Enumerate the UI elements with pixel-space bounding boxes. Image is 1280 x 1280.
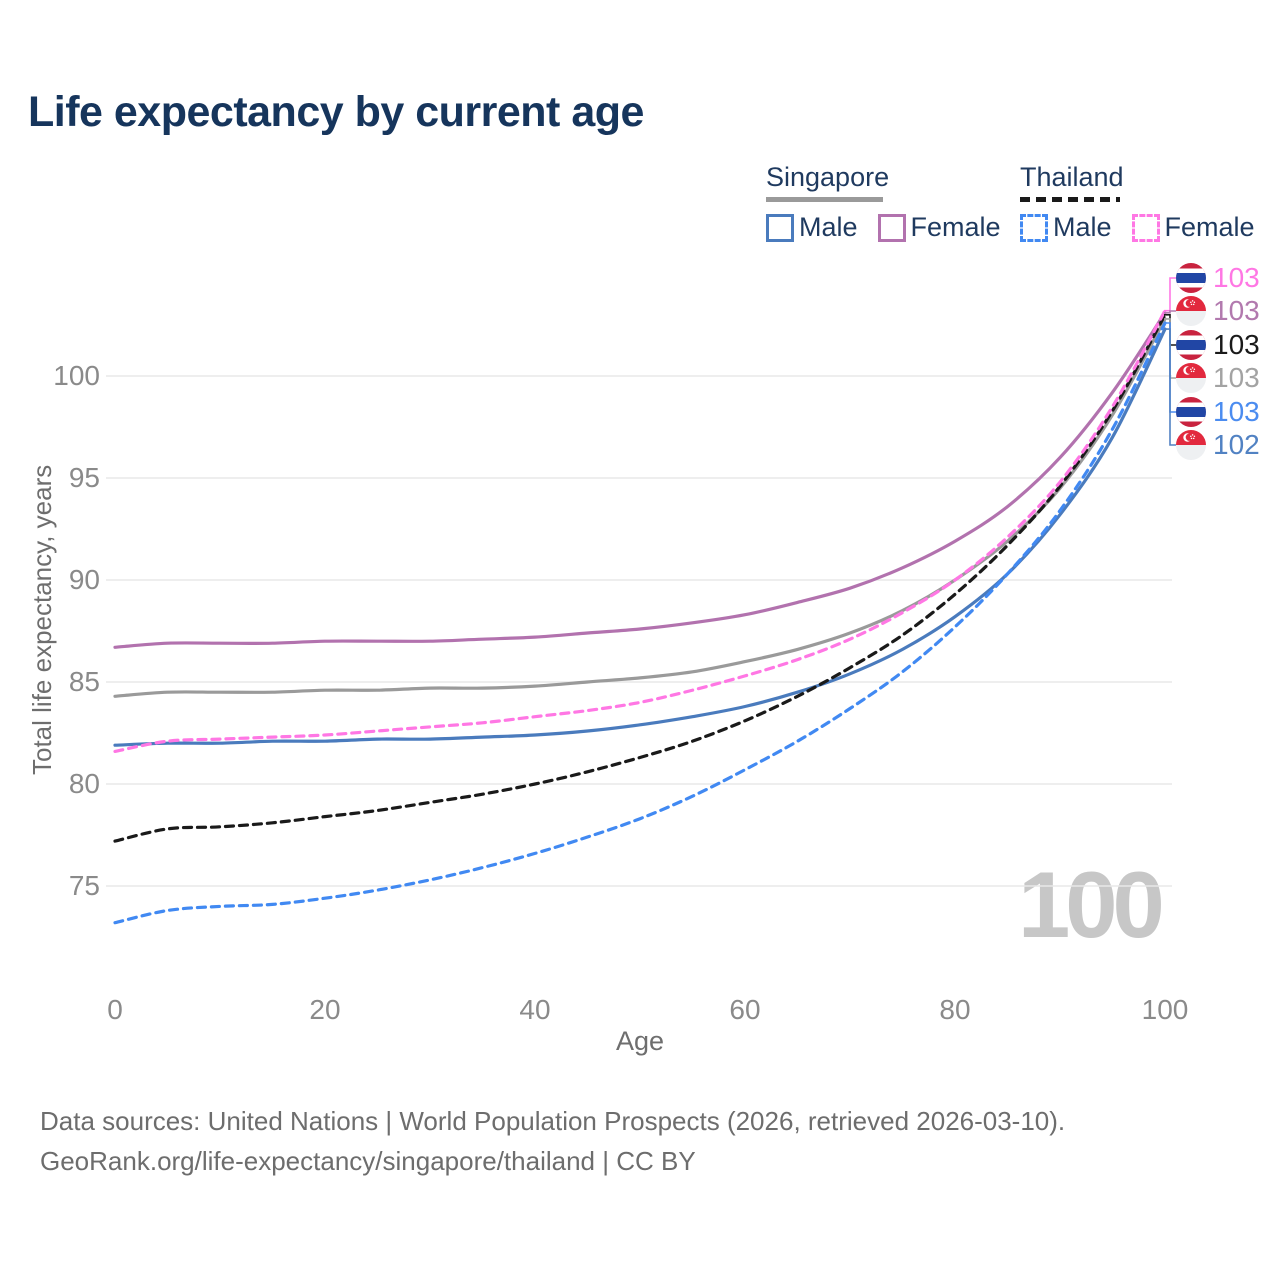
singapore-male-swatch [766,213,794,242]
legend-country-singapore[interactable]: Singapore [766,162,1001,202]
legend-item-thailand-female[interactable]: Female [1131,212,1255,243]
series-lines [113,309,1167,925]
label-connectors [1164,277,1176,446]
line-thailand-male[interactable] [113,321,1167,925]
legend-label-thailand-male: Male [1053,212,1112,242]
legend-label-thailand-female: Female [1164,212,1255,242]
y-tick-100: 100 [53,360,100,391]
age-watermark: 100 [1018,852,1165,957]
x-tick-40: 40 [519,994,551,1025]
y-tick-95: 95 [68,462,100,493]
legend-label-singapore-female: Female [910,212,1001,242]
legend-item-singapore-male[interactable]: Male [766,212,858,243]
legend-country-thailand-label: Thailand [1020,162,1124,192]
end-label-thailand-female: 103 [1176,263,1260,293]
line-singapore-male[interactable] [113,327,1167,747]
x-tick-80: 80 [939,994,971,1025]
thailand-flag-icon [1176,263,1206,293]
legend-country-singapore-label: Singapore [766,162,890,192]
y-tick-75: 75 [68,870,100,901]
line-thailand-both-sexes[interactable] [113,313,1167,843]
end-label-singapore-male: 102 [1176,430,1260,460]
end-label-thailand-both-sexes: 103 [1176,330,1260,360]
x-tick-20: 20 [309,994,341,1025]
attribution-line: GeoRank.org/life-expectancy/singapore/th… [40,1146,696,1176]
end-value: 102 [1213,429,1260,460]
y-tick-90: 90 [68,564,100,595]
line-singapore-both-sexes[interactable] [113,317,1167,698]
line-thailand-female[interactable] [113,309,1167,753]
singapore-solid-line-swatch [766,197,883,202]
singapore-flag-icon [1176,430,1206,460]
legend-item-thailand-male[interactable]: Male [1020,212,1112,243]
end-value: 103 [1213,329,1260,360]
legend-row-singapore: Male Female [766,212,1001,243]
legend-country-thailand[interactable]: Thailand [1020,162,1255,202]
singapore-flag-icon [1176,296,1206,326]
thailand-dashed-line-swatch [1020,197,1120,202]
end-value: 103 [1213,362,1260,393]
y-tick-85: 85 [68,666,100,697]
x-tick-60: 60 [729,994,761,1025]
x-axis-title: Age [615,1026,665,1056]
x-tick-100: 100 [1141,994,1189,1025]
x-tick-0: 0 [107,994,123,1025]
y-tick-80: 80 [68,768,100,799]
gridlines [106,375,1172,887]
legend-group-thailand: Thailand Male Female [1020,162,1255,243]
legend-label-singapore-male: Male [799,212,858,242]
legend-row-thailand: Male Female [1020,212,1255,243]
end-label-singapore-both-sexes: 103 [1176,363,1260,393]
thailand-flag-icon [1176,330,1206,360]
thailand-female-swatch [1131,213,1160,242]
end-value: 103 [1213,396,1260,427]
end-value: 103 [1213,262,1260,293]
page-title: Life expectancy by current age [28,88,644,136]
end-value: 103 [1213,295,1260,326]
line-singapore-female[interactable] [113,311,1167,649]
end-label-thailand-male: 103 [1176,397,1260,427]
singapore-female-swatch [877,213,906,242]
legend-item-singapore-female[interactable]: Female [877,212,1001,243]
singapore-flag-icon [1176,363,1206,393]
legend-group-singapore: Singapore Male Female [766,162,1001,243]
thailand-male-swatch [1020,213,1048,242]
end-label-singapore-female: 103 [1176,296,1260,326]
thailand-flag-icon [1176,397,1206,427]
data-sources-line: Data sources: United Nations | World Pop… [40,1106,1066,1136]
